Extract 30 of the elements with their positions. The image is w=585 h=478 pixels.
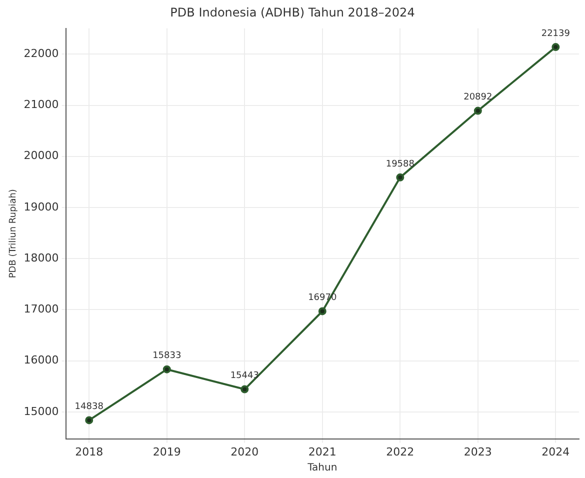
x-tick-label: 2021 [308,445,336,458]
x-axis-title: Tahun [306,462,338,474]
x-tick-label: 2019 [152,445,181,458]
data-label: 20892 [464,92,492,103]
x-tick-label: 2020 [230,445,259,458]
y-axis-title: PDB (Triliun Rupiah) [8,189,19,278]
data-label: 19588 [386,159,415,170]
point [318,307,326,316]
y-tick-label: 18000 [24,251,59,264]
data-label: 22139 [541,28,570,39]
y-tick-label: 16000 [24,354,59,367]
point [552,43,560,52]
chart-title: PDB Indonesia (ADHB) Tahun 2018–2024 [170,5,415,20]
data-label: 14838 [74,402,104,412]
y-tick-label: 15000 [24,404,59,418]
point [240,385,249,394]
y-tick-label: 20000 [24,149,59,162]
y-tick-label: 17000 [24,302,59,316]
y-tick-label: 22000 [24,47,59,60]
point [474,106,482,115]
x-tick-label: 2018 [75,445,104,458]
y-tick-label: 21000 [24,98,59,112]
point [396,173,404,182]
y-tick-label: 19000 [24,200,59,214]
x-tick-label: 2024 [542,445,570,458]
data-label: 15833 [152,351,182,362]
point [85,416,94,424]
x-tick-label: 2023 [464,445,492,458]
point [162,365,171,374]
x-tick-label: 2022 [386,445,414,458]
